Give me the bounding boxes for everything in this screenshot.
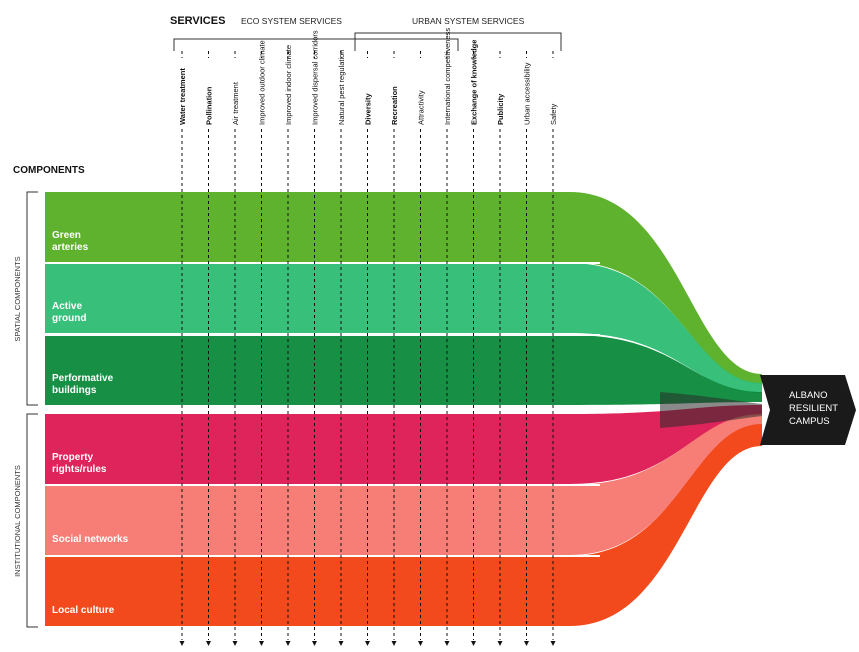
service-label-bg <box>230 58 240 128</box>
service-column: Natural pest regulation <box>336 50 346 646</box>
arrow-down-icon <box>312 641 317 646</box>
service-column: Attractivity <box>415 51 426 646</box>
service-label-bg <box>548 58 558 128</box>
service-label: International competitiveness <box>443 28 452 125</box>
urban-system-services-heading: URBAN SYSTEM SERVICES <box>412 16 525 26</box>
component-bands <box>45 192 762 626</box>
arrow-down-icon <box>550 641 556 646</box>
spatial-components-label: SPATIAL COMPONENTS <box>13 256 22 341</box>
service-label: Improved dispersal corridors <box>311 30 320 125</box>
component-label-line2: ground <box>52 313 86 324</box>
service-column: Air treatment <box>230 51 240 646</box>
target-label-line2: RESILIENT <box>789 403 838 414</box>
service-label: Recreation <box>390 86 399 125</box>
service-label-bg <box>362 58 373 128</box>
service-column: Improved outdoor climate <box>256 40 267 646</box>
urban-services-bracket <box>354 32 562 51</box>
arrow-down-icon <box>444 641 450 646</box>
band-5 <box>45 424 762 626</box>
service-label: Diversity <box>364 92 373 125</box>
component-label: Social networks <box>52 534 129 545</box>
arrow-down-icon <box>391 641 397 646</box>
service-label-bg <box>415 58 426 128</box>
target-label-line1: ALBANO <box>789 390 828 401</box>
service-column: Diversity <box>362 51 373 646</box>
albano-resilient-campus-node: ALBANO RESILIENT CAMPUS <box>760 375 856 445</box>
service-label: Pollination <box>205 86 214 125</box>
component-label-line2: buildings <box>52 385 97 396</box>
service-column: Recreation <box>389 51 399 646</box>
service-label-bg <box>283 58 293 128</box>
service-column: Improved dispersal corridors <box>309 30 320 646</box>
arrow-down-icon <box>232 641 238 646</box>
component-label-line2: arteries <box>52 242 89 253</box>
converging-flows <box>660 392 762 428</box>
arrow-down-icon <box>285 641 291 646</box>
arrow-down-icon <box>524 641 529 646</box>
band-1 <box>45 263 762 393</box>
components-heading: COMPONENTS <box>13 165 85 176</box>
service-column: Water treatment <box>177 51 187 646</box>
institutional-components-label: INSTITUTIONAL COMPONENTS <box>13 465 22 577</box>
band-4 <box>45 414 762 555</box>
service-column: International competitiveness <box>442 28 452 646</box>
convergence-overlap <box>660 392 762 428</box>
service-label: Natural pest regulation <box>337 50 346 125</box>
arrow-down-icon <box>418 641 423 646</box>
eco-services-bracket <box>173 38 459 51</box>
service-column: Pollination <box>203 51 214 646</box>
service-column: Safety <box>548 51 558 646</box>
service-label-bg <box>336 58 346 128</box>
arrow-down-icon <box>338 641 344 646</box>
arrow-down-icon <box>497 641 503 646</box>
service-label-bg <box>521 58 532 128</box>
arrow-down-icon <box>206 641 211 646</box>
component-label-line2: rights/rules <box>52 464 107 475</box>
service-label: Improved indoor climate <box>284 45 293 125</box>
component-label-line1: Active <box>52 301 82 312</box>
arrow-down-icon <box>471 641 476 646</box>
service-label-bg <box>468 58 479 128</box>
band-3 <box>45 405 762 484</box>
eco-system-services-heading: ECO SYSTEM SERVICES <box>241 16 342 26</box>
service-label: Publicity <box>496 93 505 125</box>
component-label-line1: Green <box>52 230 81 241</box>
target-shape <box>760 375 856 445</box>
service-label: Air treatment <box>231 81 240 125</box>
service-label: Exchange of knowledge <box>470 40 479 125</box>
service-column: Exchange of knowledge <box>468 40 479 646</box>
service-label: Improved outdoor climate <box>258 40 267 125</box>
service-label: Water treatment <box>178 68 187 125</box>
service-label: Safety <box>549 103 558 125</box>
services-heading: SERVICES <box>170 15 225 27</box>
service-label-bg <box>203 58 214 128</box>
institutional-components-bracket <box>26 413 38 628</box>
arrow-down-icon <box>259 641 264 646</box>
service-label: Urban accessibility <box>523 62 532 125</box>
service-label-bg <box>177 58 187 128</box>
spatial-components-bracket <box>26 191 38 406</box>
component-label-line1: Property <box>52 452 94 463</box>
arrow-down-icon <box>179 641 185 646</box>
arrow-down-icon <box>365 641 370 646</box>
band-2 <box>45 335 762 405</box>
component-label: Local culture <box>52 605 115 616</box>
component-label-line1: Performative <box>52 373 114 384</box>
band-0 <box>45 192 762 384</box>
service-label-bg <box>256 58 267 128</box>
service-columns: Water treatment Pollination Air treatment I… <box>177 28 558 646</box>
service-column: Improved indoor climate <box>283 45 293 646</box>
service-label-bg <box>442 58 452 128</box>
service-column: Publicity <box>495 51 505 646</box>
service-label-bg <box>309 58 320 128</box>
service-label-bg <box>495 58 505 128</box>
service-label-bg <box>389 58 399 128</box>
target-label-line3: CAMPUS <box>789 416 830 427</box>
service-column: Urban accessibility <box>521 51 532 646</box>
service-label: Attractivity <box>417 90 426 125</box>
